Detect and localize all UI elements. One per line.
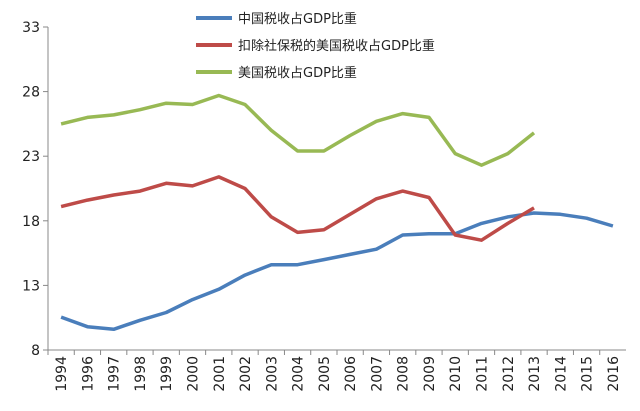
series-line	[60, 175, 535, 242]
y-tick-label: 13	[22, 278, 40, 294]
legend-label: 扣除社保税的美国税收占GDP比重	[238, 38, 435, 54]
series-line	[60, 211, 614, 332]
y-tick-label: 28	[22, 85, 40, 101]
x-tick-label: 2004	[291, 356, 307, 392]
x-tick-label: 2012	[501, 356, 517, 392]
legend-label: 美国税收占GDP比重	[238, 65, 357, 81]
x-tick-label: 1994	[54, 356, 70, 392]
x-tick-label: 2015	[580, 356, 596, 392]
x-tick-label: 1998	[133, 356, 149, 392]
y-tick-label: 8	[31, 343, 40, 359]
x-tick-label: 2005	[317, 356, 333, 392]
y-tick-label: 33	[22, 20, 40, 36]
x-tick-label: 2016	[606, 356, 622, 392]
x-tick-label: 2008	[396, 356, 412, 392]
legend-label: 中国税收占GDP比重	[238, 11, 357, 27]
x-tick-label: 2000	[186, 356, 202, 392]
x-tick-label: 2013	[527, 356, 543, 392]
x-tick-label: 1996	[80, 356, 96, 392]
x-tick-label: 2001	[212, 356, 228, 392]
x-tick-label: 2011	[475, 356, 491, 392]
x-tick-label: 2002	[238, 356, 254, 392]
x-tick-label: 1999	[159, 356, 175, 392]
x-tick-label: 2010	[448, 356, 464, 392]
series-line	[60, 93, 536, 167]
x-tick-label: 1997	[107, 356, 123, 392]
y-tick-label: 23	[22, 149, 40, 165]
x-tick-label: 2009	[422, 356, 438, 392]
x-tick-label: 2003	[264, 356, 280, 392]
x-tick-label: 2007	[369, 356, 385, 392]
x-tick-label: 2014	[553, 356, 569, 392]
y-tick-label: 18	[22, 214, 40, 230]
x-tick-label: 2006	[343, 356, 359, 392]
